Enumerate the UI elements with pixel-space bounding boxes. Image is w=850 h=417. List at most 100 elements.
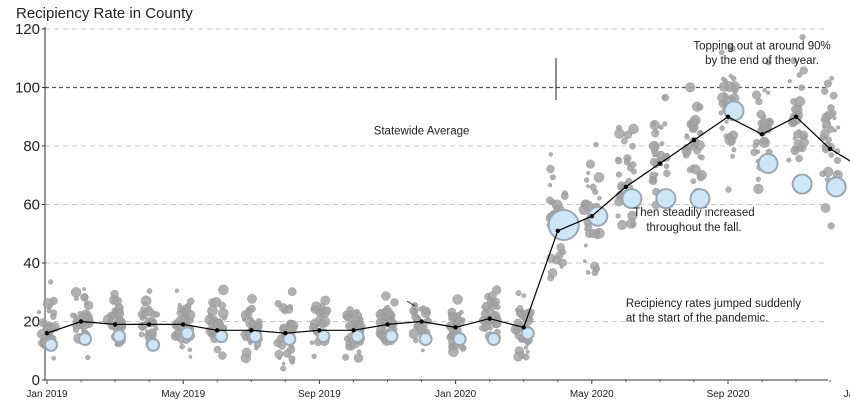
county-dot [311, 353, 317, 359]
county-dot [154, 311, 161, 318]
county-dot [718, 49, 725, 56]
county-dot [287, 287, 297, 297]
county-dot [546, 164, 555, 174]
county-dot [592, 188, 599, 196]
county-dot [651, 129, 660, 138]
la-county-point [621, 188, 643, 210]
county-dot [752, 90, 762, 100]
county-dot [718, 110, 724, 116]
statewide-average-point [725, 114, 731, 119]
county-dot [218, 351, 227, 360]
county-dot [447, 307, 457, 317]
statewide-average-point [453, 325, 458, 330]
y-tick-label: 20 [23, 314, 40, 331]
county-dot [799, 137, 809, 148]
county-dot [719, 81, 730, 92]
county-dot [623, 130, 633, 139]
county-dot [820, 203, 831, 213]
county-dot [416, 316, 421, 320]
county-dot [836, 125, 841, 130]
county-dot [819, 170, 826, 178]
county-dot [179, 339, 185, 344]
y-axis-ticks: 0 20 40 60 80 100 120 [15, 21, 45, 389]
county-dot [832, 116, 837, 121]
county-dot [662, 121, 668, 127]
county-dot [287, 303, 293, 310]
annotation-text: Then steadily increased [633, 207, 754, 219]
county-dot [650, 177, 656, 184]
county-dot [254, 345, 259, 351]
x-tick-label: Jan 2020 [435, 389, 477, 400]
county-dot [546, 196, 554, 205]
annotation-text: Statewide Average [374, 125, 470, 137]
la-county-point [689, 188, 711, 210]
statewide-average-point [44, 331, 50, 336]
county-dot [762, 88, 767, 93]
county-dot [319, 316, 331, 328]
county-dot [274, 349, 284, 359]
county-dot [648, 140, 660, 152]
annotation-text: Topping out at around 90% [693, 40, 830, 52]
county-dot [85, 354, 91, 361]
county-dot [586, 170, 591, 175]
county-dot [274, 300, 282, 308]
county-dot [583, 243, 588, 248]
county-dot [689, 118, 699, 127]
county-dot [521, 293, 527, 298]
county-dot [681, 146, 692, 157]
la-county-point [78, 332, 93, 347]
county-dot [833, 156, 842, 164]
county-dot [696, 170, 707, 181]
county-dot [690, 143, 697, 151]
county-dot [188, 355, 193, 359]
county-dot [696, 103, 704, 111]
county-dot [659, 141, 665, 147]
county-dot [411, 307, 416, 312]
county-dot [448, 346, 459, 358]
county-dot [615, 213, 621, 219]
statewide-average-point [589, 214, 594, 219]
statewide-average-series [44, 114, 850, 336]
county-dot [796, 72, 803, 78]
county-dot [727, 44, 736, 53]
county-dot [799, 34, 806, 41]
county-dot [720, 76, 726, 82]
county-dot [323, 306, 332, 315]
county-dot [629, 161, 637, 169]
y-tick-label: 80 [23, 138, 40, 155]
county-dot [80, 328, 85, 332]
county-dot [651, 121, 657, 127]
county-dot [241, 347, 252, 358]
statewide-average-point [181, 322, 186, 327]
county-dot [790, 57, 798, 65]
county-dot [207, 313, 213, 319]
county-dot [730, 153, 736, 159]
la-county-point [587, 205, 609, 227]
county-dot [658, 124, 664, 130]
county-dot [727, 137, 736, 146]
county-dot [799, 66, 808, 75]
county-dot [589, 228, 599, 239]
county-dot [829, 75, 834, 81]
county-dot [561, 192, 569, 200]
county-dot [48, 279, 54, 285]
county-dot [112, 309, 117, 314]
county-dot [421, 305, 426, 310]
county-dot [690, 178, 697, 185]
county-dot [461, 345, 466, 350]
la-county-point [547, 208, 580, 241]
county-dot [724, 119, 729, 124]
county-dot [755, 149, 761, 155]
county-dot [288, 355, 296, 363]
statewide-average-point [555, 228, 560, 234]
county-dot [80, 293, 89, 302]
la-county-point [44, 337, 58, 352]
y-tick-label: 40 [23, 255, 40, 272]
county-dot [118, 321, 126, 329]
county-dot [113, 316, 119, 323]
county-dot [146, 288, 153, 294]
grid-lines [44, 27, 828, 381]
y-tick-label: 100 [15, 80, 40, 97]
county-dot [218, 284, 229, 296]
county-dot [112, 296, 122, 306]
